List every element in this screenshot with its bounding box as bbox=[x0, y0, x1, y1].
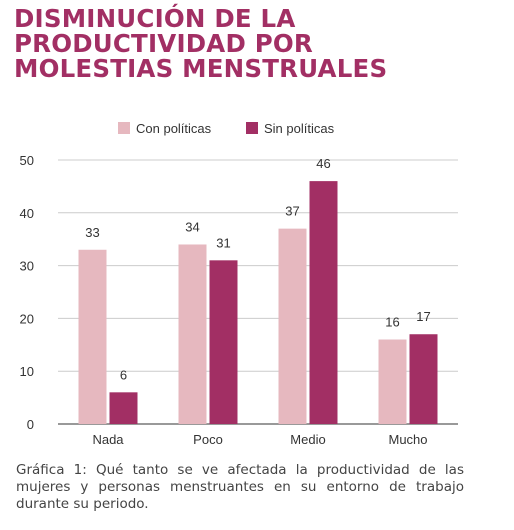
data-label: 46 bbox=[316, 156, 330, 171]
x-tick-label: Mucho bbox=[388, 432, 427, 447]
bars bbox=[78, 181, 438, 424]
chart-caption: Gráfica 1: Qué tanto se ve afectada la p… bbox=[16, 462, 464, 512]
bar-0-1 bbox=[178, 244, 207, 424]
x-axis: Nada Poco Medio Mucho bbox=[92, 432, 427, 447]
bar-0-2 bbox=[278, 228, 307, 424]
x-tick-label: Nada bbox=[92, 432, 124, 447]
y-tick-label: 40 bbox=[20, 206, 34, 221]
bar-0-0 bbox=[78, 249, 107, 424]
bar-1-3 bbox=[409, 334, 438, 424]
bar-1-1 bbox=[209, 260, 238, 424]
data-label: 16 bbox=[385, 315, 399, 330]
y-tick-label: 20 bbox=[20, 311, 34, 326]
data-label: 33 bbox=[85, 225, 99, 240]
data-label: 37 bbox=[285, 204, 299, 219]
data-label: 31 bbox=[216, 235, 230, 250]
x-tick-label: Medio bbox=[290, 432, 325, 447]
legend-swatch-0 bbox=[118, 122, 130, 134]
y-tick-label: 10 bbox=[20, 364, 34, 379]
y-tick-label: 0 bbox=[27, 417, 34, 432]
bar-chart: Con políticas Sin políticas 0 10 20 30 40 50 3… bbox=[20, 121, 458, 447]
y-tick-label: 50 bbox=[20, 153, 34, 168]
y-axis: 0 10 20 30 40 50 bbox=[20, 153, 34, 432]
legend-label-1: Sin políticas bbox=[264, 121, 335, 136]
legend-label-0: Con políticas bbox=[136, 121, 212, 136]
x-tick-label: Poco bbox=[193, 432, 223, 447]
bar-0-3 bbox=[378, 339, 407, 424]
data-label: 6 bbox=[120, 367, 127, 382]
y-tick-label: 30 bbox=[20, 259, 34, 274]
data-label: 17 bbox=[416, 309, 430, 324]
bar-1-2 bbox=[309, 181, 338, 424]
data-labels: 33 6 34 31 37 46 16 17 bbox=[85, 156, 430, 382]
chart-title: DISMINUCIÓN DE LA PRODUCTIVIDAD POR MOLE… bbox=[14, 4, 388, 83]
legend: Con políticas Sin políticas bbox=[118, 121, 335, 136]
legend-swatch-1 bbox=[246, 122, 258, 134]
bar-1-0 bbox=[109, 392, 138, 424]
data-label: 34 bbox=[185, 219, 199, 234]
